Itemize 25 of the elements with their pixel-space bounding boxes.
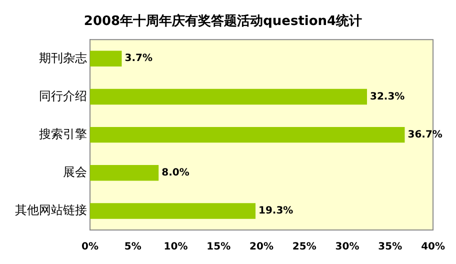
bar [90,203,256,219]
x-tick-label: 0% [82,242,98,253]
y-tick-label: 搜索引擎 [39,126,87,141]
x-tick-label: 25% [292,242,316,253]
data-label: 36.7% [408,129,442,140]
y-tick-label: 期刊杂志 [39,50,87,65]
x-tick-label: 15% [206,242,231,253]
x-tick-label: 30% [335,242,360,253]
data-label: 3.7% [124,53,152,64]
x-tick-label: 5% [124,242,142,253]
y-tick-label: 同行介绍 [39,88,87,103]
data-label: 8.0% [162,167,190,178]
data-label: 32.3% [370,91,405,102]
x-tick-label: 40% [421,242,445,253]
bar [90,126,405,143]
bar [90,50,122,66]
data-label: 19.3% [258,206,294,217]
chart-title: 2008年十周年庆有奖答题活动question4统计 [84,13,362,30]
y-tick-label: 展会 [63,165,87,180]
y-tick-label: 其他网站链接 [15,203,87,218]
x-tick-label: 10% [164,242,188,253]
bar [90,165,159,181]
x-tick-label: 35% [378,242,402,253]
bar [90,88,367,105]
x-tick-label: 20% [250,242,274,253]
